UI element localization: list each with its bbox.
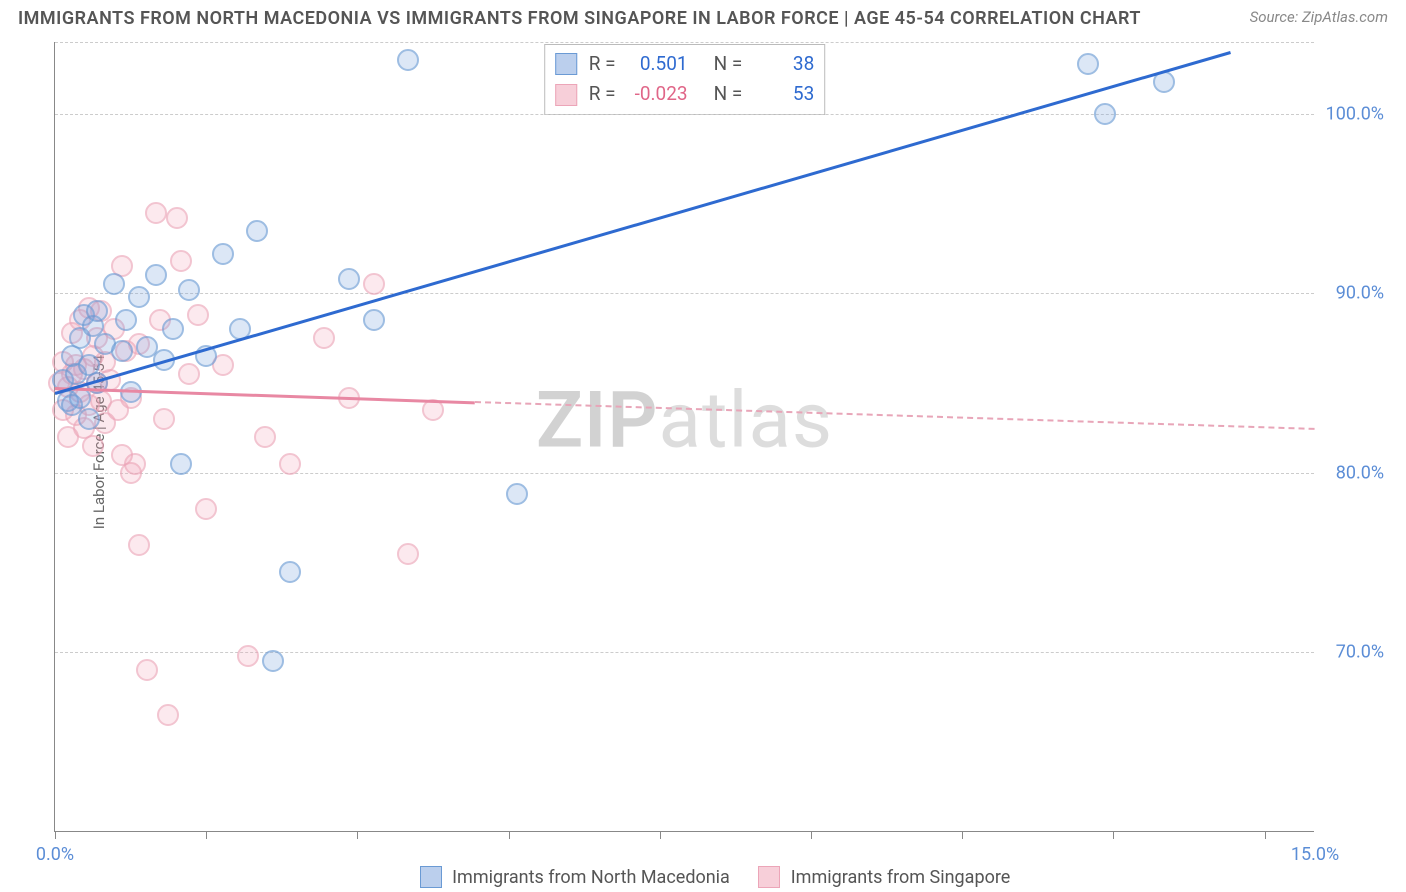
pink-swatch-icon <box>555 84 577 106</box>
y-tick-label: 70.0% <box>1336 642 1384 663</box>
series-legend: Immigrants from North Macedonia Immigran… <box>0 866 1406 888</box>
blue-data-point <box>86 300 108 322</box>
pink-data-point <box>82 435 104 457</box>
blue-data-point <box>279 561 301 583</box>
gridline <box>55 293 1314 294</box>
pink-trendline-extrapolated <box>475 401 1315 430</box>
correlation-legend: R = 0.501 N = 38 R = -0.023 N = 53 <box>544 44 826 115</box>
pink-data-point <box>128 534 150 556</box>
pink-data-point <box>145 202 167 224</box>
pink-swatch-icon <box>758 866 780 888</box>
gridline <box>55 473 1314 474</box>
x-tick <box>962 831 963 839</box>
blue-data-point <box>338 268 360 290</box>
blue-data-point <box>178 279 200 301</box>
blue-data-point <box>162 318 184 340</box>
blue-data-point <box>128 286 150 308</box>
x-tick <box>660 831 661 839</box>
pink-data-point <box>170 250 192 272</box>
pink-data-point <box>237 645 259 667</box>
blue-data-point <box>246 220 268 242</box>
blue-data-point <box>506 483 528 505</box>
y-tick-label: 100.0% <box>1326 103 1384 124</box>
pink-data-point <box>166 207 188 229</box>
pink-data-point <box>397 543 419 565</box>
blue-data-point <box>103 273 125 295</box>
x-tick <box>1265 831 1266 839</box>
gridline <box>55 114 1314 115</box>
watermark: ZIPatlas <box>536 375 833 466</box>
blue-data-point <box>111 340 133 362</box>
blue-data-point <box>170 453 192 475</box>
pink-data-point <box>195 498 217 520</box>
x-tick <box>206 831 207 839</box>
source-label: Source: ZipAtlas.com <box>1250 8 1388 26</box>
x-tick <box>1113 831 1114 839</box>
pink-data-point <box>136 659 158 681</box>
pink-data-point <box>187 304 209 326</box>
plot-region: ZIPatlas R = 0.501 N = 38 R = -0.023 N =… <box>54 42 1314 832</box>
blue-data-point <box>145 264 167 286</box>
blue-data-point <box>1077 53 1099 75</box>
x-tick-label: 15.0% <box>1291 844 1339 865</box>
blue-swatch-icon <box>420 866 442 888</box>
x-tick <box>811 831 812 839</box>
pink-data-point <box>279 453 301 475</box>
blue-swatch-icon <box>555 53 577 75</box>
x-tick <box>357 831 358 839</box>
x-tick <box>509 831 510 839</box>
pink-data-point <box>157 704 179 726</box>
chart-title: IMMIGRANTS FROM NORTH MACEDONIA VS IMMIG… <box>18 8 1141 29</box>
gridline <box>55 42 1314 43</box>
y-tick-label: 90.0% <box>1336 283 1384 304</box>
blue-data-point <box>262 650 284 672</box>
blue-data-point <box>115 309 137 331</box>
x-tick-label: 0.0% <box>36 844 74 865</box>
blue-data-point <box>212 243 234 265</box>
blue-data-point <box>363 309 385 331</box>
series1-label: Immigrants from North Macedonia <box>452 867 730 888</box>
pink-data-point <box>363 273 385 295</box>
pink-data-point <box>254 426 276 448</box>
blue-data-point <box>397 49 419 71</box>
pink-data-point <box>153 408 175 430</box>
y-tick-label: 80.0% <box>1336 462 1384 483</box>
pink-data-point <box>124 453 146 475</box>
x-tick <box>55 831 56 839</box>
blue-data-point <box>78 408 100 430</box>
chart-area: In Labor Force | Age 45-54 ZIPatlas R = … <box>18 42 1388 842</box>
blue-data-point <box>1094 103 1116 125</box>
series2-label: Immigrants from Singapore <box>791 867 1011 888</box>
pink-data-point <box>178 363 200 385</box>
pink-data-point <box>313 327 335 349</box>
